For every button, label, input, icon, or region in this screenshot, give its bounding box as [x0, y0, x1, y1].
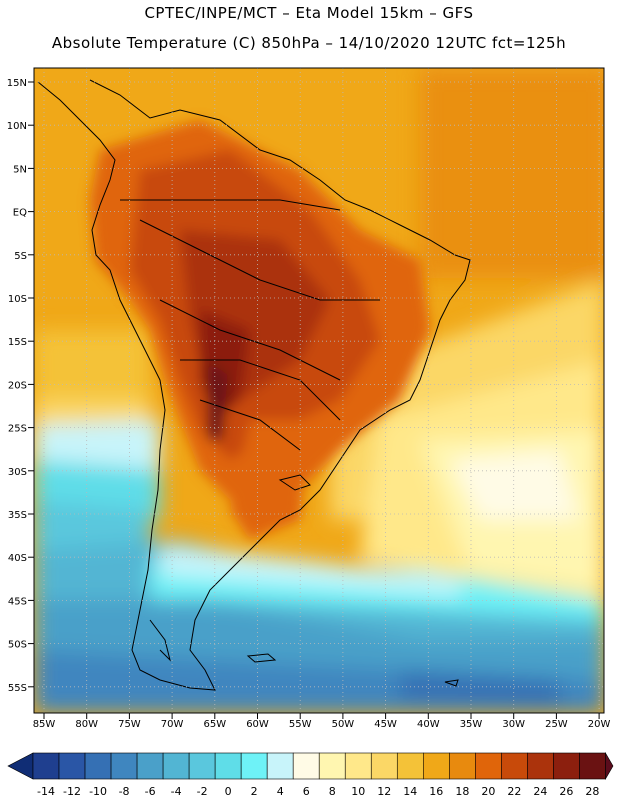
latitude-axis: 15N 10N 5N EQ 5S 10S 15S 20S 25S 30S 35S 40S 45S 50S 5… — [7, 78, 34, 694]
colorbar-label: 24 — [533, 785, 547, 798]
colorbar-label: 10 — [351, 785, 365, 798]
colorbar-swatch — [32, 752, 60, 780]
lon-tick-label: 70W — [161, 719, 184, 730]
lat-tick-label: 50S — [8, 640, 27, 651]
colorbar-high-arrow — [605, 751, 614, 781]
lon-tick-label: 45W — [374, 719, 397, 730]
lon-tick-label: 20W — [588, 719, 611, 730]
colorbar-swatch — [579, 752, 606, 780]
colorbar-label: -10 — [89, 785, 107, 798]
colorbar-label: 0 — [225, 785, 232, 798]
lat-tick-label: 35S — [8, 510, 27, 521]
colorbar-label: 28 — [585, 785, 599, 798]
colorbar-label: -12 — [63, 785, 81, 798]
colorbar-low-arrow — [7, 752, 34, 780]
lon-tick-label: 25W — [545, 719, 568, 730]
colorbar-swatch — [475, 752, 502, 780]
coastlines — [37, 79, 471, 691]
colorbar-label: 8 — [329, 785, 336, 798]
colorbar-label: -6 — [145, 785, 156, 798]
lat-tick-label: 15N — [7, 78, 27, 89]
colorbar-swatch — [188, 752, 216, 780]
lat-tick-label: 5S — [14, 251, 27, 262]
colorbar-label: -8 — [119, 785, 130, 798]
lat-tick-label: 40S — [8, 553, 27, 564]
colorbar-swatch — [318, 752, 346, 780]
colorbar-label: 14 — [403, 785, 417, 798]
colorbar-swatch — [58, 752, 86, 780]
colorbar-label: -14 — [37, 785, 55, 798]
colorbar-swatch — [110, 752, 138, 780]
colorbar-swatch — [449, 752, 476, 780]
lat-tick-label: 45S — [8, 596, 27, 607]
colorbar-swatch — [162, 752, 190, 780]
lat-tick-label: 20S — [8, 380, 27, 391]
colorbar-swatch — [527, 752, 554, 780]
colorbar-swatch — [344, 752, 372, 780]
lat-tick-label: 10S — [8, 294, 27, 305]
colorbar-swatch — [422, 752, 450, 780]
colorbar-label: 20 — [481, 785, 495, 798]
lon-tick-label: 35W — [460, 719, 483, 730]
colorbar-swatch — [136, 752, 164, 780]
colorbar-swatch — [396, 752, 424, 780]
colorbar-label: 4 — [277, 785, 284, 798]
colorbar-label: 26 — [559, 785, 573, 798]
lon-tick-label: 55W — [289, 719, 312, 730]
colorbar — [7, 751, 614, 781]
colorbar-swatch — [292, 752, 320, 780]
lat-tick-label: 30S — [8, 467, 27, 478]
lon-tick-label: 30W — [502, 719, 525, 730]
colorbar-labels: -14 -12 -10 -8 -6 -4 -2 0 2 4 6 8 10 12 14 16 18 20 22 24 26… — [37, 785, 599, 798]
longitude-axis: 85W 80W 75W 70W 65W 60W 55W 50W 45W 40W 35W 30W 25W 2… — [33, 713, 611, 730]
lat-tick-label: 25S — [8, 424, 27, 435]
title-line-1: CPTEC/INPE/MCT – Eta Model 15km – GFS — [144, 4, 474, 22]
lon-tick-label: 65W — [203, 719, 226, 730]
colorbar-swatch — [501, 752, 528, 780]
colorbar-swatch — [370, 752, 398, 780]
lat-tick-label: 15S — [8, 337, 27, 348]
colorbar-label: -2 — [197, 785, 208, 798]
lon-tick-label: 60W — [246, 719, 269, 730]
colorbar-swatch — [266, 752, 294, 780]
lon-tick-label: 50W — [332, 719, 355, 730]
lon-tick-label: 40W — [417, 719, 440, 730]
lon-tick-label: 75W — [118, 719, 141, 730]
lat-tick-label: EQ — [13, 208, 27, 219]
lon-tick-label: 85W — [33, 719, 56, 730]
temperature-field — [34, 68, 604, 713]
colorbar-label: 12 — [377, 785, 391, 798]
lon-tick-label: 80W — [75, 719, 98, 730]
colorbar-swatch — [553, 752, 580, 780]
plot-frame — [33, 67, 605, 714]
colorbar-label: 22 — [507, 785, 521, 798]
lat-tick-label: 10N — [7, 121, 27, 132]
colorbar-label: 18 — [455, 785, 469, 798]
colorbar-swatch — [240, 752, 268, 780]
colorbar-label: 6 — [303, 785, 310, 798]
colorbar-label: 2 — [251, 785, 258, 798]
colorbar-label: 16 — [429, 785, 443, 798]
colorbar-swatch — [84, 752, 112, 780]
graticule — [34, 68, 604, 713]
colorbar-swatch — [214, 752, 242, 780]
lat-tick-label: 55S — [8, 683, 27, 694]
lat-tick-label: 5N — [13, 164, 27, 175]
title-line-2: Absolute Temperature (C) 850hPa – 14/10/… — [51, 34, 567, 52]
colorbar-label: -4 — [171, 785, 182, 798]
